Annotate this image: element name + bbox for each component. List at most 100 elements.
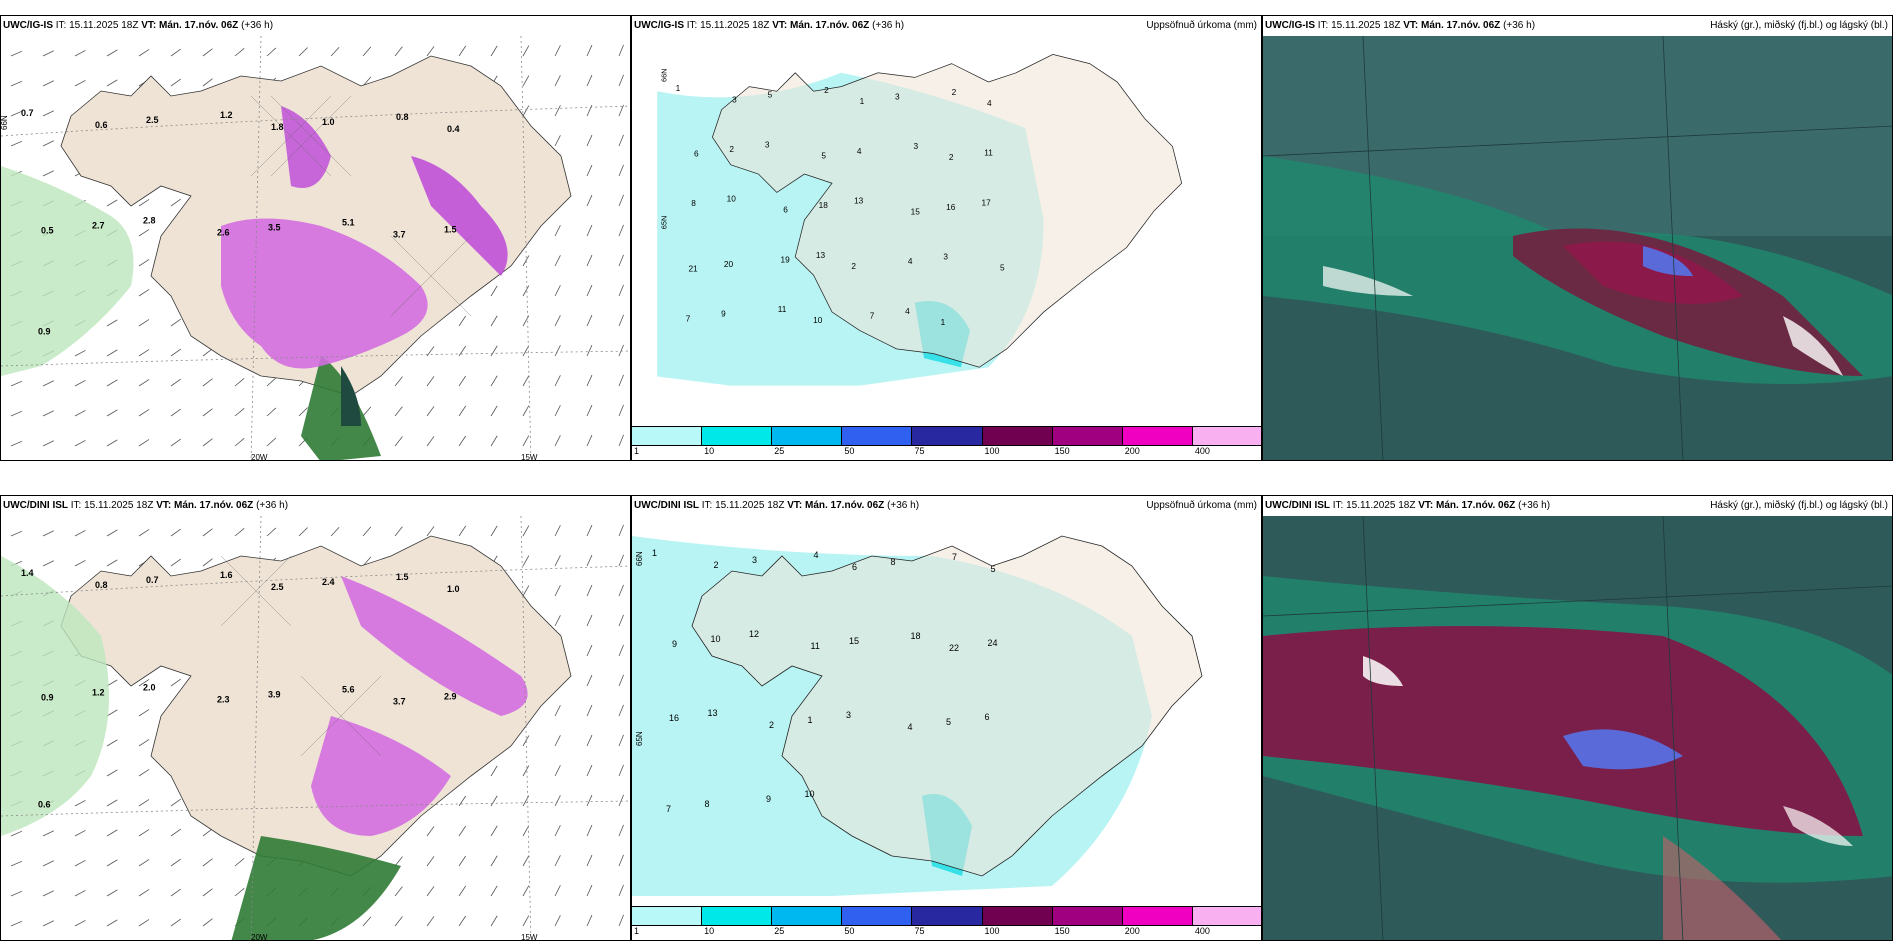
- wind-barb: [138, 319, 150, 327]
- map-value-label: 0.6: [95, 120, 108, 130]
- wind-barb: [618, 254, 624, 267]
- wind-barb: [490, 285, 498, 297]
- wind-barb: [618, 704, 624, 717]
- legend-swatch: [982, 427, 1053, 445]
- wind-barb: [170, 438, 182, 447]
- wind-barb: [298, 407, 308, 417]
- wind-barb: [554, 855, 561, 867]
- wind-barb: [202, 888, 213, 897]
- wind-barb: [106, 529, 118, 537]
- wind-barb: [458, 45, 467, 57]
- legend-label: 400: [1194, 446, 1210, 456]
- wind-barb: [522, 345, 530, 357]
- wind-barb: [490, 825, 498, 837]
- wind-barb: [394, 856, 403, 867]
- wind-barb: [490, 315, 498, 327]
- wind-barb: [330, 46, 340, 57]
- map-value-label: 15: [849, 636, 859, 646]
- map-value-label: 1: [941, 318, 946, 327]
- legend-swatch: [842, 427, 913, 445]
- legend-swatch: [912, 907, 983, 925]
- wind-barb: [138, 409, 150, 417]
- wind-barb: [554, 405, 561, 417]
- wind-barb: [10, 410, 23, 417]
- legend-label: 25: [774, 926, 785, 936]
- wind-barb: [298, 47, 308, 57]
- wind-barb: [138, 829, 150, 837]
- snow-area-main: [221, 218, 428, 369]
- wind-barb: [554, 585, 561, 597]
- wind-barb: [74, 409, 86, 417]
- legend-label: 1: [634, 926, 640, 936]
- map-value-label: 3: [732, 95, 737, 104]
- wind-barb: [170, 378, 182, 387]
- wind-barb: [170, 858, 182, 867]
- wind-barb: [586, 314, 593, 327]
- wind-barb: [522, 45, 530, 57]
- wind-barb: [170, 678, 182, 687]
- precip-legend: 1 10 25 50 75 100 150 200 400: [632, 426, 1261, 460]
- map-value-label: 0.6: [38, 800, 51, 810]
- map-value-label: 19: [780, 255, 790, 264]
- wind-barb: [202, 378, 213, 387]
- wind-barb: [394, 46, 403, 57]
- wind-barb: [522, 75, 530, 87]
- wind-barb: [10, 440, 23, 447]
- wind-barb: [106, 199, 118, 207]
- legend-label: 1: [634, 446, 640, 456]
- wind-barb: [138, 919, 150, 927]
- wind-barb: [202, 528, 213, 537]
- wind-barb: [586, 524, 593, 537]
- map-value-label: 0.5: [41, 226, 54, 236]
- wind-barb: [298, 527, 308, 537]
- wind-barb: [586, 374, 593, 387]
- wind-barb: [234, 47, 245, 57]
- map-value-label: 9: [721, 310, 726, 319]
- wind-barb: [618, 374, 624, 387]
- wind-barb: [138, 259, 150, 267]
- wind-barb: [554, 705, 561, 717]
- map-value-label: 16: [946, 203, 956, 212]
- wind-barb: [426, 916, 435, 927]
- lon-label-20w: 20W: [251, 453, 268, 461]
- wind-barb: [10, 80, 23, 87]
- wind-barb: [618, 284, 624, 297]
- wind-barb: [554, 135, 561, 147]
- wind-barb: [170, 888, 182, 897]
- map-value-label: 2: [949, 153, 954, 162]
- wind-barb: [74, 49, 86, 57]
- wind-barb: [522, 735, 530, 747]
- panel-subtitle: Háský (gr.), miðský (fj.bl.) og lágský (…: [1710, 500, 1888, 511]
- wind-barb: [42, 920, 54, 927]
- legend-swatch: [1192, 427, 1261, 445]
- wind-barb: [618, 764, 624, 777]
- map-value-label: 0.7: [146, 575, 159, 585]
- wind-barb: [202, 48, 213, 57]
- map-value-label: 1.5: [444, 225, 457, 235]
- legend-swatch: [772, 427, 843, 445]
- snow-labels: 0.7 0.6 2.5 1.2 1.8 1.0 0.8 0.4 0.5 2.7 2.8 2.6 3.5 5…: [21, 108, 460, 336]
- wind-barb: [106, 859, 118, 867]
- wind-barb: [170, 198, 182, 207]
- map-value-label: 2: [769, 720, 774, 730]
- wind-barb: [10, 830, 23, 837]
- map-value-label: 11: [811, 641, 820, 651]
- map-value-label: 6: [852, 562, 857, 572]
- wind-barb: [74, 379, 86, 387]
- map-value-label: 3: [895, 92, 900, 101]
- legend-swatch: [632, 427, 703, 445]
- map-value-label: 1.2: [220, 110, 233, 120]
- wind-barb: [10, 140, 23, 147]
- wind-barb: [458, 405, 467, 417]
- cloud-map: [1263, 516, 1892, 940]
- wind-barb: [74, 529, 86, 537]
- wind-barb: [106, 799, 118, 807]
- legend-label: 400: [1194, 926, 1210, 936]
- wind-barb: [234, 527, 245, 537]
- map-value-label: 7: [686, 314, 691, 323]
- wind-barb: [394, 916, 403, 927]
- wind-barb: [490, 405, 498, 417]
- map-value-label: 4: [857, 147, 862, 156]
- wind-barb: [522, 405, 530, 417]
- wind-barb: [138, 769, 150, 777]
